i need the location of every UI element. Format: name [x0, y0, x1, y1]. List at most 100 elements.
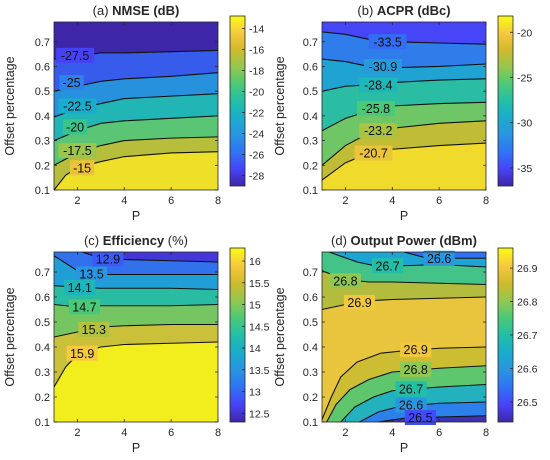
contour-label: -30.9	[369, 60, 398, 74]
y-axis-label: Offset percentage	[273, 287, 287, 386]
contour-line	[54, 323, 218, 338]
contour-label-bg	[395, 397, 427, 413]
contour-label-bg	[343, 295, 376, 310]
colorbar-tick-label: 26.7	[517, 330, 538, 342]
colorbar-frame	[497, 15, 514, 187]
x-tick-label: 2	[74, 427, 80, 439]
colorbar-tick-label: 15	[249, 300, 261, 312]
colorbar-tick-label: -22	[249, 108, 264, 120]
y-tick-label: 0.2	[303, 392, 318, 404]
panel-output-power: (d) Output Power (dBm) P Offset percenta…	[273, 233, 538, 455]
colorbar-frame	[229, 247, 246, 423]
contour-label-bg	[75, 266, 108, 282]
contour-label-bg	[400, 342, 432, 357]
contour-label-bg	[69, 160, 95, 176]
colorbar-tick-label: 12.5	[249, 408, 270, 420]
contour-line	[322, 346, 486, 420]
contour-line	[54, 255, 218, 276]
x-axis-label: P	[400, 209, 408, 223]
contour-label: -27.5	[61, 49, 90, 63]
x-axis-label: P	[132, 209, 140, 223]
colorbar-tick-label: 26.5	[517, 397, 538, 409]
contour-label: 14.1	[68, 281, 92, 295]
colorbar-tick-label: -16	[249, 45, 264, 57]
heatmap-field	[54, 252, 218, 422]
y-tick-label: 0.1	[303, 185, 318, 197]
contour-line	[54, 341, 218, 388]
x-tick-label: 6	[436, 195, 442, 207]
panel-title: (b) ACPR (dBc)	[357, 3, 450, 18]
x-axis-label: P	[132, 441, 140, 455]
y-tick-label: 0.7	[303, 37, 318, 49]
contour-label-bg	[92, 251, 124, 267]
contour-label: 12.9	[96, 253, 120, 267]
contour-label-bg	[62, 119, 88, 135]
x-tick-label: 2	[74, 195, 80, 207]
colorbar-tick-label: -24	[249, 129, 264, 141]
panel-title-main: NMSE (dB)	[112, 3, 179, 18]
contour-label: 26.8	[404, 363, 428, 377]
y-tick-label: 0.5	[303, 86, 318, 98]
x-tick-label: 4	[121, 427, 127, 439]
panel-title: (c) Efficiency (%)	[84, 233, 188, 248]
y-tick-label: 0.5	[35, 86, 50, 98]
contour-label: -25.8	[362, 102, 391, 116]
y-tick-label: 0.2	[35, 160, 50, 172]
contour-label-bg	[59, 75, 84, 91]
contour-label-bg	[359, 77, 398, 93]
axis-frame	[321, 251, 487, 423]
panel-efficiency: (c) Efficiency (%) P Offset percentage 1…	[3, 233, 270, 455]
colorbar-tick-label: 14	[249, 343, 261, 355]
x-tick-label: 4	[389, 427, 395, 439]
colorbar-tick-label: 14.5	[249, 321, 270, 333]
x-tick-label: 4	[389, 195, 395, 207]
x-tick-label: 4	[121, 195, 127, 207]
y-tick-label: 0.4	[35, 342, 50, 354]
y-tick-label: 0.7	[35, 267, 50, 279]
contour-label: 26.6	[399, 399, 423, 413]
colorbar	[498, 16, 513, 186]
contour-label: 26.6	[427, 252, 451, 266]
contour-label-bg	[66, 345, 98, 361]
colorbar-tick-label: -25	[517, 72, 532, 84]
colorbar	[498, 248, 513, 422]
contour-label-bg	[372, 258, 404, 274]
contour-label: -15	[73, 161, 91, 175]
heatmap-band	[322, 143, 486, 190]
contour-label-bg	[363, 58, 402, 74]
y-tick-label: 0.5	[303, 317, 318, 329]
y-tick-label: 0.4	[35, 111, 50, 123]
panel-title: (a) NMSE (dB)	[93, 3, 180, 18]
contour-label-bg	[64, 280, 96, 295]
y-tick-label: 0.4	[303, 342, 318, 354]
panel-title-main: Efficiency	[103, 233, 165, 248]
y-tick-label: 0.6	[303, 292, 318, 304]
y-tick-label: 0.7	[303, 267, 318, 279]
colorbar	[230, 16, 245, 186]
contour-label: -28.4	[364, 79, 393, 93]
panel-title-prefix: (b)	[357, 3, 377, 18]
x-tick-label: 8	[215, 195, 221, 207]
axis-frame	[53, 251, 219, 423]
y-tick-label: 0.2	[303, 160, 318, 172]
y-axis-label: Offset percentage	[3, 56, 17, 155]
panel-title-prefix: (c)	[84, 233, 103, 248]
axis-frame	[321, 21, 487, 191]
x-tick-label: 8	[483, 427, 489, 439]
contour-label-bg	[58, 98, 97, 114]
y-tick-label: 0.3	[303, 136, 318, 148]
panel-nmse: (a) NMSE (dB) P Offset percentage -27.5 -…	[3, 3, 264, 223]
panel-acpr: (b) ACPR (dBc) P Offset percentage -33.5…	[273, 3, 532, 223]
x-tick-label: 8	[215, 427, 221, 439]
x-tick-label: 6	[436, 427, 442, 439]
contour-label-bg	[400, 362, 432, 377]
y-tick-label: 0.3	[303, 367, 318, 379]
axis-frame	[53, 21, 219, 191]
y-tick-label: 0.5	[35, 317, 50, 329]
contour-label-bg	[56, 47, 95, 63]
colorbar-tick-label: -26	[249, 150, 264, 162]
contour-label: 26.9	[347, 296, 371, 310]
contour-label: -20.7	[359, 146, 388, 160]
contour-label: -33.5	[373, 35, 402, 49]
